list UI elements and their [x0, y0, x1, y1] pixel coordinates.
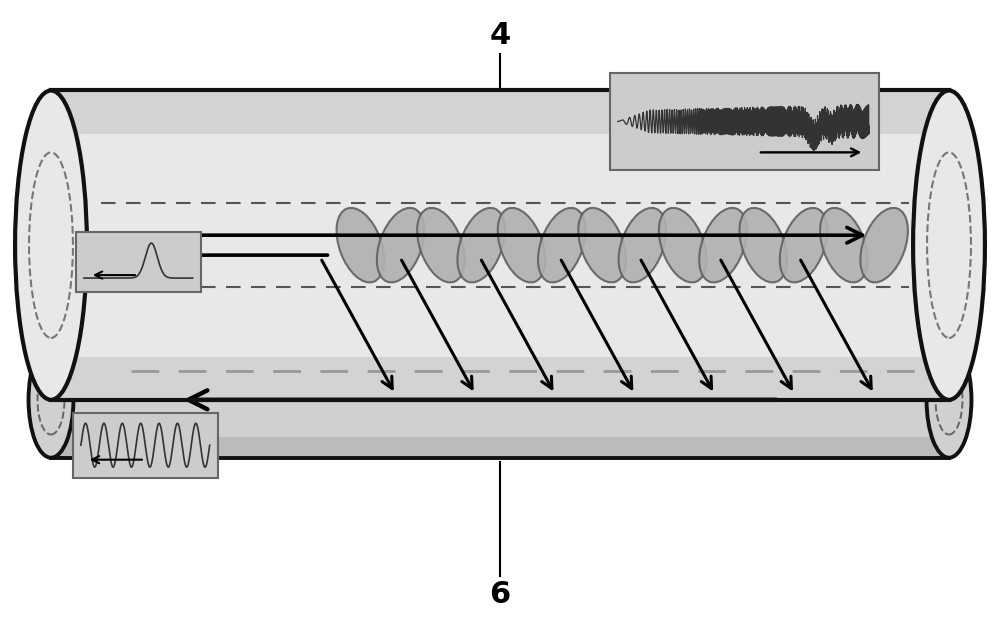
Bar: [51, 91, 949, 134]
Ellipse shape: [619, 208, 666, 282]
Ellipse shape: [538, 208, 586, 282]
Bar: [51, 357, 949, 400]
Text: 4: 4: [489, 21, 511, 50]
Bar: [610, 72, 879, 170]
Ellipse shape: [860, 208, 908, 282]
Ellipse shape: [498, 208, 545, 282]
Ellipse shape: [699, 208, 747, 282]
Ellipse shape: [780, 208, 827, 282]
Ellipse shape: [417, 208, 465, 282]
Ellipse shape: [457, 208, 505, 282]
Ellipse shape: [337, 208, 384, 282]
Bar: [51, 342, 949, 362]
Ellipse shape: [377, 208, 424, 282]
Ellipse shape: [29, 342, 73, 457]
Bar: [51, 342, 949, 457]
Bar: [51, 91, 949, 400]
Text: 6: 6: [489, 580, 511, 609]
Ellipse shape: [659, 208, 706, 282]
Ellipse shape: [739, 208, 787, 282]
Bar: [76, 232, 201, 292]
Ellipse shape: [820, 208, 868, 282]
Ellipse shape: [927, 342, 971, 457]
Ellipse shape: [578, 208, 626, 282]
Bar: [51, 437, 949, 457]
Ellipse shape: [15, 91, 87, 400]
Ellipse shape: [913, 91, 985, 400]
Bar: [73, 413, 218, 478]
